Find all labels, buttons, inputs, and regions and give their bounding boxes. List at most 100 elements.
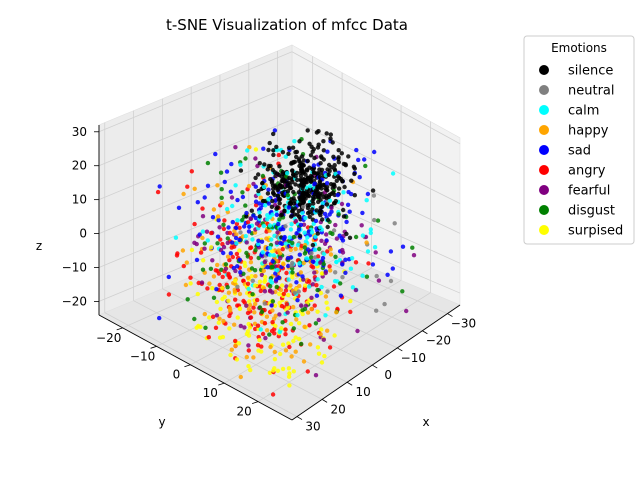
point-sad (238, 270, 243, 275)
point-neutral (333, 270, 338, 275)
point-surpised (207, 315, 212, 320)
point-happy (211, 274, 217, 279)
point-disgust (375, 218, 381, 223)
point-happy (364, 240, 369, 245)
point-neutral (340, 275, 345, 280)
legend-marker-disgust (539, 205, 549, 215)
point-surpised (316, 351, 322, 356)
point-fearful (318, 260, 323, 265)
point-fearful (333, 222, 338, 228)
point-fearful (303, 303, 309, 308)
point-angry (284, 270, 289, 276)
point-sad (226, 225, 231, 230)
point-calm (267, 223, 273, 228)
point-disgust (302, 245, 307, 250)
point-calm (297, 261, 302, 266)
point-silence (299, 166, 304, 171)
point-happy (293, 349, 298, 354)
point-fearful (319, 238, 324, 243)
point-happy (234, 232, 239, 237)
point-calm (246, 286, 251, 292)
point-silence (336, 186, 342, 191)
point-disgust (270, 299, 276, 304)
point-disgust (203, 325, 208, 330)
point-happy (297, 283, 302, 289)
point-calm (234, 241, 239, 246)
point-silence (292, 206, 298, 211)
point-fearful (334, 236, 340, 241)
point-sad (228, 251, 233, 256)
point-disgust (211, 295, 217, 300)
point-silence (294, 149, 300, 155)
point-neutral (309, 251, 314, 256)
point-happy (261, 268, 266, 273)
point-happy (238, 374, 243, 380)
point-disgust (270, 264, 275, 270)
point-sad (197, 232, 202, 237)
point-angry (314, 283, 319, 288)
point-angry (248, 245, 254, 250)
point-silence (275, 193, 281, 199)
point-silence (282, 209, 287, 214)
point-sad (247, 224, 252, 229)
point-silence (296, 157, 302, 162)
point-surpised (287, 383, 292, 388)
point-sad (237, 237, 242, 243)
point-happy (288, 283, 293, 288)
point-calm (233, 183, 238, 188)
point-silence (286, 145, 292, 151)
point-happy (207, 281, 212, 286)
point-sad (400, 244, 406, 249)
point-silence (321, 148, 326, 153)
z-tick-label: 0 (79, 227, 87, 241)
point-silence (326, 172, 331, 177)
point-silence (271, 131, 276, 137)
point-surpised (201, 258, 206, 263)
point-happy (318, 332, 323, 337)
point-silence (253, 175, 258, 181)
point-sad (314, 293, 320, 298)
point-surpised (235, 315, 240, 320)
point-sad (237, 257, 242, 262)
point-happy (211, 207, 217, 212)
point-angry (181, 263, 186, 269)
point-disgust (240, 217, 245, 223)
point-calm (303, 215, 308, 221)
point-surpised (210, 286, 215, 291)
point-fearful (298, 303, 304, 308)
x-tick-label: 30 (305, 420, 320, 434)
point-sad (340, 262, 345, 267)
point-calm (312, 247, 318, 252)
point-sad (228, 189, 233, 194)
point-silence (268, 163, 273, 169)
point-fearful (278, 255, 283, 261)
point-sad (274, 212, 280, 217)
point-disgust (317, 246, 322, 252)
point-silence (286, 180, 291, 185)
point-fearful (200, 214, 206, 219)
point-silence (343, 163, 348, 168)
point-calm (289, 222, 294, 227)
point-silence (238, 168, 244, 173)
point-happy (258, 195, 263, 200)
point-calm (224, 206, 230, 212)
point-silence (319, 186, 324, 191)
point-silence (314, 208, 319, 213)
point-sad (354, 147, 359, 153)
point-silence (370, 188, 376, 193)
point-silence (328, 136, 333, 141)
point-surpised (237, 306, 243, 311)
point-neutral (331, 228, 337, 233)
point-angry (366, 261, 371, 266)
point-calm (319, 284, 324, 290)
legend-label-disgust: disgust (568, 204, 615, 219)
point-silence (295, 177, 300, 183)
point-fearful (274, 240, 280, 245)
point-angry (276, 152, 281, 158)
point-fearful (253, 156, 258, 161)
point-angry (306, 279, 312, 284)
point-happy (293, 246, 298, 252)
x-tick-mark (372, 364, 378, 369)
point-silence (279, 212, 285, 217)
point-silence (324, 131, 329, 136)
